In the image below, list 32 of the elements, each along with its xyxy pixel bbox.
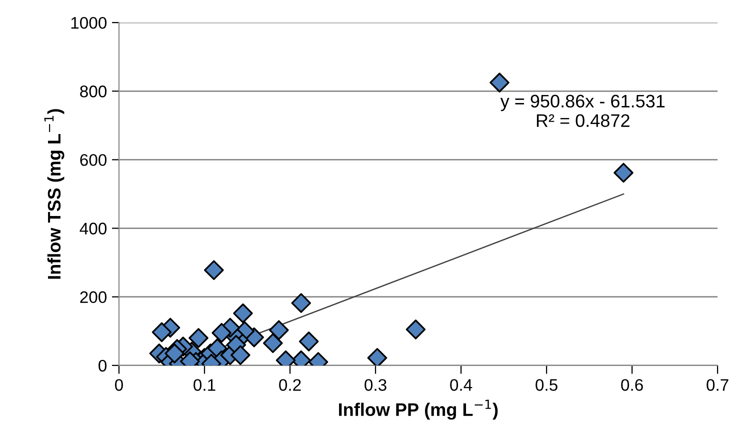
point <box>367 348 388 366</box>
point <box>164 344 184 364</box>
x-tick-label: 0.5 <box>536 379 558 391</box>
y-tick-label: 0 <box>98 360 107 372</box>
x-tick-label: 0.3 <box>364 379 386 391</box>
annotation: y = 950.86x - 61.531 R² = 0.4872 <box>500 94 665 127</box>
point <box>204 260 224 280</box>
x-tick-label: 0.2 <box>279 379 301 391</box>
point <box>291 293 312 313</box>
point <box>406 320 426 340</box>
x-tick-label: 0.7 <box>706 379 728 391</box>
point <box>490 72 510 92</box>
y-tick-label: 800 <box>80 86 107 98</box>
x-axis-title: Inflow PP (mg L$^{−1}$) <box>339 400 498 420</box>
point <box>233 303 253 324</box>
point <box>152 322 172 342</box>
point <box>614 162 634 183</box>
point <box>212 322 232 343</box>
point <box>188 328 208 348</box>
y-tick-label: 600 <box>80 154 107 166</box>
x-tick-label: 0.1 <box>194 379 216 391</box>
y-tick-label: 200 <box>80 291 107 304</box>
point <box>263 333 283 354</box>
x-tick-label: 0.4 <box>450 379 472 391</box>
x-tick-label: 0 <box>114 379 123 391</box>
y-tick-label: 400 <box>80 222 107 234</box>
y-tick-label: 1000 <box>71 16 107 29</box>
x-tick-label: 0.6 <box>621 379 643 391</box>
y-axis-title: Inflow TSS (mg L$^{−1}$) <box>44 109 64 279</box>
point <box>230 345 250 366</box>
point <box>269 320 289 340</box>
point <box>298 332 319 352</box>
